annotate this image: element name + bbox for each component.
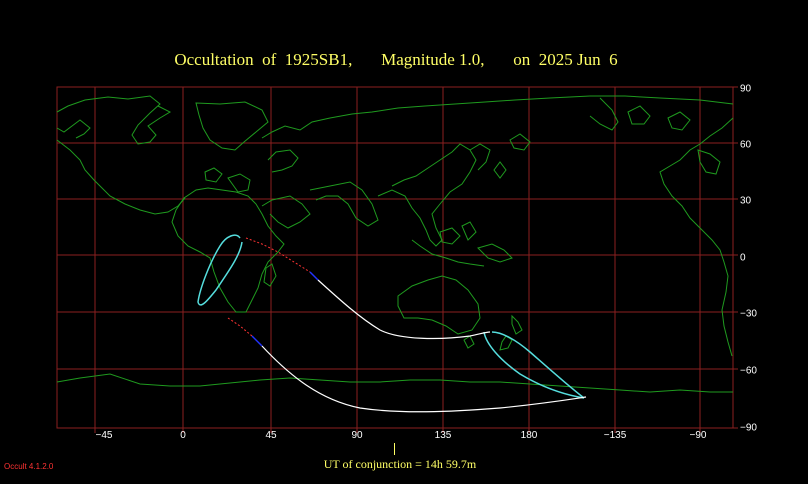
ut-of-conjunction: UT of conjunction = 14h 59.7m — [323, 457, 477, 471]
longitude-label: 0 — [180, 430, 186, 441]
longitude-gridlines — [94, 87, 701, 428]
central-line-north — [317, 279, 491, 340]
map-frame — [56, 86, 734, 429]
longitude-label: −135 — [603, 430, 627, 441]
title-date: on 2025 Jun 6 — [513, 50, 618, 69]
latitude-label: −30 — [740, 308, 757, 320]
latitude-gridlines — [57, 142, 733, 370]
twilight-segment-south — [251, 335, 263, 347]
axis-ticks — [94, 86, 738, 433]
latitude-label: −60 — [740, 365, 757, 377]
latitude-label: 90 — [740, 83, 752, 95]
latitude-label: 30 — [740, 195, 752, 207]
night-segment-north — [245, 237, 311, 273]
latitude-label: 60 — [740, 139, 752, 151]
night-segment-south — [227, 317, 253, 337]
title-magnitude: Magnitude 1.0, — [381, 50, 485, 69]
twilight-segment-north — [309, 271, 319, 281]
title-object: Occultation of 1925SB1, — [174, 50, 353, 69]
conjunction-tick — [394, 443, 395, 455]
longitude-label: 90 — [351, 430, 363, 441]
longitude-label: 180 — [520, 430, 538, 441]
version-label: Occult 4.1.2.0 — [4, 462, 54, 471]
coastlines — [56, 95, 734, 393]
longitude-label: 135 — [434, 430, 452, 441]
sigma-limit-north — [197, 234, 243, 306]
occultation-path — [197, 234, 587, 413]
longitude-label: 45 — [265, 430, 277, 441]
central-line-south — [261, 345, 587, 413]
map-title: Occultation of 1925SB1, Magnitude 1.0, o… — [0, 50, 792, 70]
longitude-label: −45 — [95, 430, 113, 441]
latitude-label: −90 — [740, 422, 757, 434]
longitude-label: −90 — [689, 430, 707, 441]
sigma-limit-south — [483, 331, 585, 399]
latitude-label: 0 — [740, 252, 746, 264]
